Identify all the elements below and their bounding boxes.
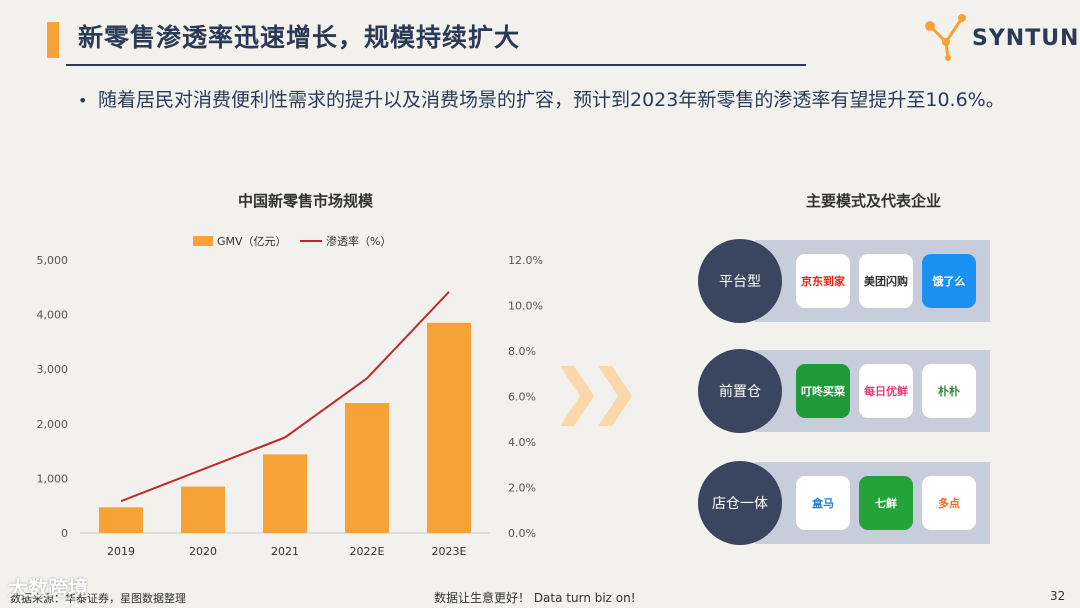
y-left-tick-label: 1,000 <box>37 472 69 485</box>
model-label-circle: 前置仓 <box>698 349 782 433</box>
model-label-circle: 平台型 <box>698 239 782 323</box>
gmv-bar <box>263 454 307 533</box>
y-left-tick-label: 5,000 <box>37 254 69 267</box>
model-label-circle: 店仓一体 <box>698 461 782 545</box>
y-left-tick-label: 4,000 <box>37 309 69 322</box>
y-right-tick-label: 12.0% <box>508 254 543 267</box>
x-tick-label: 2020 <box>189 545 217 558</box>
chevron-right-arrows-icon <box>560 366 632 426</box>
page-title: 新零售渗透率迅速增长，规模持续扩大 <box>78 23 521 52</box>
y-left-tick-label: 3,000 <box>37 363 69 376</box>
y-right-tick-label: 4.0% <box>508 436 536 449</box>
y-right-tick-label: 8.0% <box>508 345 536 358</box>
y-left-tick-label: 2,000 <box>37 418 69 431</box>
eleme-icon: 饿了么 <box>922 254 976 308</box>
bullet-dot-icon: • <box>78 91 88 110</box>
missfresh-icon: 每日优鲜 <box>859 364 913 418</box>
y-right-tick-label: 6.0% <box>508 391 536 404</box>
hema-icon: 盒马 <box>796 476 850 530</box>
title-accent-bar <box>47 22 59 58</box>
pupu-icon: 朴朴 <box>922 364 976 418</box>
y-left-tick-label: 0 <box>61 527 68 540</box>
legend-label-gmv: GMV（亿元） <box>217 235 287 248</box>
penetration-rate-line <box>120 291 450 503</box>
chart-title: 中国新零售市场规模 <box>238 192 374 210</box>
x-tick-label: 2021 <box>271 545 299 558</box>
y-right-tick-label: 10.0% <box>508 300 543 313</box>
x-tick-label: 2023E <box>432 545 467 558</box>
y-right-tick-label: 2.0% <box>508 482 536 495</box>
dmall-icon: 多点 <box>922 476 976 530</box>
gmv-bar <box>345 403 389 533</box>
bullet-text: 随着居民对消费便利性需求的提升以及消费场景的扩容，预计到2023年新零售的渗透率… <box>98 89 1005 111</box>
dingdong-icon: 叮咚买菜 <box>796 364 850 418</box>
data-source-note: 数据来源：华泰证券，星图数据整理 <box>10 592 186 605</box>
jd-daojia-icon: 京东到家 <box>796 254 850 308</box>
syntun-logo-icon <box>925 14 966 61</box>
gmv-bar <box>99 507 143 533</box>
7fresh-icon: 七鲜 <box>859 476 913 530</box>
page-number: 32 <box>1050 589 1066 603</box>
legend-label-rate: 渗透率（%） <box>326 234 391 248</box>
title-underline <box>66 64 806 66</box>
gmv-bar <box>427 322 471 533</box>
meituan-shangou-icon: 美团闪购 <box>859 254 913 308</box>
logo-text: SYNTUN <box>972 26 1080 51</box>
gmv-bar <box>181 486 225 533</box>
legend-swatch-gmv <box>193 236 213 246</box>
bullet-paragraph: • 随着居民对消费便利性需求的提升以及消费场景的扩容，预计到2023年新零售的渗… <box>78 86 1018 115</box>
panel-title: 主要模式及代表企业 <box>806 192 942 210</box>
market-size-chart: 0 1,000 2,000 3,000 4,000 5,000 0.0% 2.0% 4.0% 6.… <box>37 234 543 558</box>
watermark-text: 大数跨境 <box>8 576 88 600</box>
y-right-tick-label: 0.0% <box>508 527 536 540</box>
x-tick-label: 2022E <box>350 545 385 558</box>
x-tick-label: 2019 <box>107 545 135 558</box>
footer-slogan: 数据让生意更好！ Data turn biz on! <box>434 591 636 605</box>
